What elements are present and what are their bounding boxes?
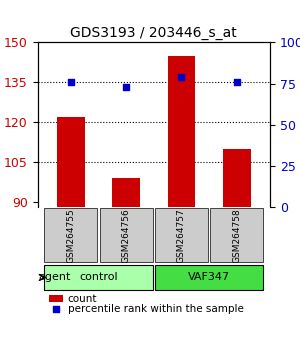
Bar xyxy=(49,295,63,302)
Text: GSM264755: GSM264755 xyxy=(66,208,75,263)
Bar xyxy=(57,117,85,207)
Text: percentile rank within the sample: percentile rank within the sample xyxy=(68,304,244,314)
FancyBboxPatch shape xyxy=(100,208,153,262)
Text: count: count xyxy=(68,293,97,304)
Text: GSM264757: GSM264757 xyxy=(177,208,186,263)
FancyBboxPatch shape xyxy=(155,208,208,262)
Bar xyxy=(112,178,140,207)
FancyBboxPatch shape xyxy=(44,265,153,290)
FancyBboxPatch shape xyxy=(155,265,263,290)
Point xyxy=(124,84,128,90)
FancyBboxPatch shape xyxy=(210,208,263,262)
Point xyxy=(234,79,239,85)
Point xyxy=(68,79,73,85)
FancyBboxPatch shape xyxy=(44,208,97,262)
Text: GSM264758: GSM264758 xyxy=(232,208,241,263)
Title: GDS3193 / 203446_s_at: GDS3193 / 203446_s_at xyxy=(70,26,237,40)
Point xyxy=(179,74,184,80)
Bar xyxy=(223,149,250,207)
Bar xyxy=(168,56,195,207)
Text: agent: agent xyxy=(39,273,71,282)
Text: VAF347: VAF347 xyxy=(188,273,230,282)
Point xyxy=(54,306,58,312)
Text: GSM264756: GSM264756 xyxy=(122,208,130,263)
Text: control: control xyxy=(79,273,118,282)
